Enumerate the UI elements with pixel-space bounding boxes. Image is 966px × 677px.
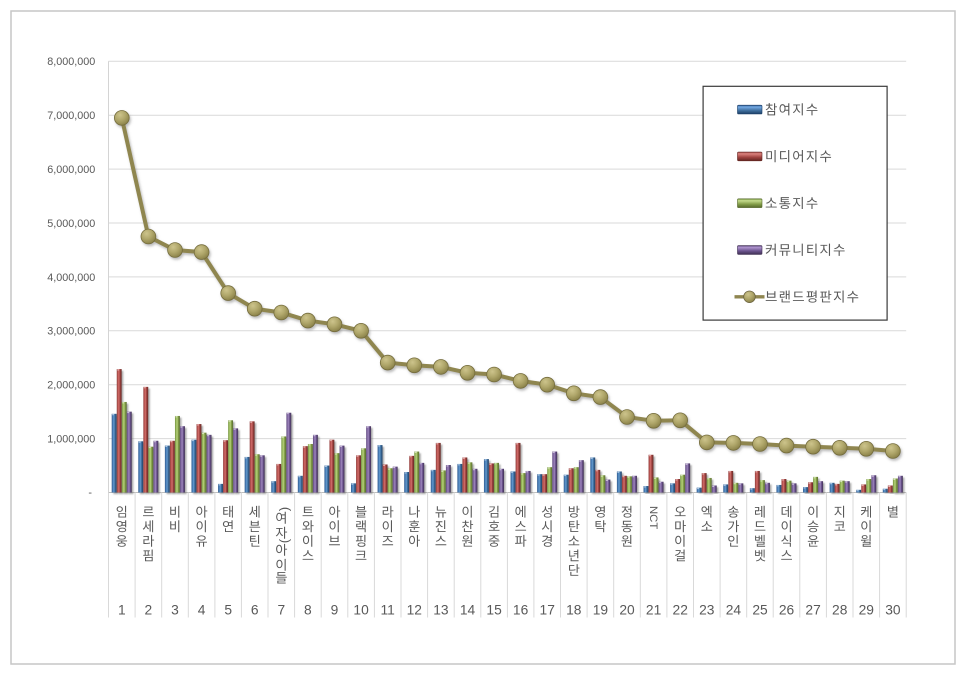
svg-text:17: 17 [540,602,555,617]
svg-text:28: 28 [832,602,848,617]
svg-text:7: 7 [277,602,285,617]
svg-text:21: 21 [646,602,661,617]
svg-text:14: 14 [460,602,476,617]
svg-text:): ) [278,539,293,543]
svg-text:18: 18 [566,602,582,617]
svg-text:23: 23 [699,602,715,617]
svg-text:19: 19 [593,602,609,617]
svg-text:29: 29 [859,602,875,617]
svg-text:7,000,000: 7,000,000 [47,110,95,122]
svg-text:3,000,000: 3,000,000 [47,326,95,338]
svg-text:25: 25 [752,602,768,617]
svg-text:11: 11 [381,602,395,617]
svg-text:4: 4 [198,602,206,617]
svg-text:8: 8 [304,602,312,617]
svg-text:3: 3 [171,602,179,617]
svg-text:6,000,000: 6,000,000 [47,164,95,176]
svg-text:15: 15 [486,602,502,617]
svg-text:16: 16 [513,602,529,617]
svg-text:NCT: NCT [647,506,659,529]
svg-text:10: 10 [353,602,369,617]
svg-text:(: ( [278,507,293,512]
svg-text:5: 5 [224,602,232,617]
svg-text:30: 30 [885,602,901,617]
svg-text:5,000,000: 5,000,000 [47,218,95,230]
svg-text:26: 26 [779,602,795,617]
svg-text:22: 22 [673,602,688,617]
svg-text:9: 9 [331,602,339,617]
svg-text:6: 6 [251,602,259,617]
svg-text:24: 24 [726,602,742,617]
svg-text:4,000,000: 4,000,000 [47,272,95,284]
svg-text:27: 27 [805,602,820,617]
svg-text:2,000,000: 2,000,000 [47,380,95,392]
svg-text:12: 12 [407,602,422,617]
svg-text:20: 20 [619,602,635,617]
svg-text:2: 2 [145,602,153,617]
svg-text:1,000,000: 1,000,000 [47,434,95,446]
svg-text:-: - [88,487,92,499]
svg-text:1: 1 [118,602,126,617]
svg-text:8,000,000: 8,000,000 [47,56,95,68]
svg-text:13: 13 [433,602,449,617]
